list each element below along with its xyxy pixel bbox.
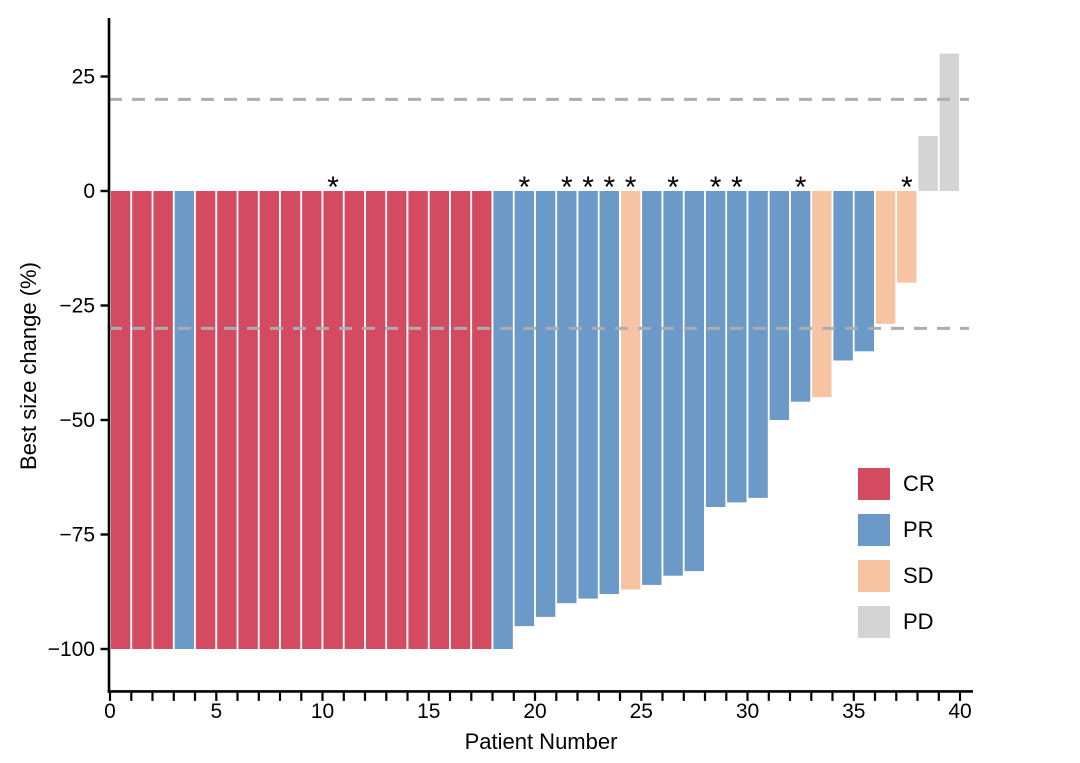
bar-patient-34 xyxy=(812,191,832,398)
bar-patient-9 xyxy=(280,191,301,649)
bar-patient-13 xyxy=(365,191,386,649)
bar-patient-21 xyxy=(535,191,556,617)
pr-color-swatch xyxy=(858,514,890,546)
y-tick-label-25: 25 xyxy=(72,66,95,89)
bar-patient-15 xyxy=(408,191,428,649)
bar-patient-3 xyxy=(153,191,173,649)
x-tick-label-15: 15 xyxy=(417,700,440,723)
legend-item-pd: PD xyxy=(858,606,935,638)
bar-patient-10 xyxy=(302,191,322,649)
bar-patient-37 xyxy=(875,191,896,324)
y-tick-label--25: −25 xyxy=(59,295,95,318)
asterisk-patient-20: * xyxy=(519,171,531,204)
bar-patient-11 xyxy=(323,191,343,649)
bar-patient-29 xyxy=(705,191,726,507)
y-tick-label--50: −50 xyxy=(59,409,95,432)
x-tick-label-25: 25 xyxy=(630,700,653,723)
asterisk-patient-11: * xyxy=(327,171,339,204)
bar-patient-39 xyxy=(918,136,938,191)
bar-patient-7 xyxy=(238,191,258,649)
bar-patient-8 xyxy=(259,191,279,649)
bar-patient-36 xyxy=(854,191,874,352)
bar-patient-35 xyxy=(833,191,853,361)
bar-patient-40 xyxy=(939,53,959,191)
asterisk-patient-24: * xyxy=(604,171,616,204)
bar-patient-23 xyxy=(578,191,598,599)
y-tick-label-0: 0 xyxy=(83,180,95,203)
x-tick-label-35: 35 xyxy=(842,700,865,723)
legend-label-pr: PR xyxy=(903,517,934,542)
bar-patient-1 xyxy=(110,191,131,649)
asterisk-patient-38: * xyxy=(901,171,913,204)
asterisk-patient-27: * xyxy=(667,171,679,204)
bar-patient-18 xyxy=(472,191,492,649)
bar-patient-33 xyxy=(790,191,811,402)
bar-patient-14 xyxy=(387,191,407,649)
bar-patient-5 xyxy=(195,191,216,649)
asterisk-patient-25: * xyxy=(625,171,637,204)
pd-color-swatch xyxy=(858,606,890,638)
x-tick-label-0: 0 xyxy=(104,700,116,723)
x-axis-title: Patient Number xyxy=(464,729,618,754)
asterisk-patient-33: * xyxy=(795,171,807,204)
bar-patient-19 xyxy=(493,191,513,649)
legend-item-pr: PR xyxy=(858,514,935,546)
x-tick-label-10: 10 xyxy=(311,700,334,723)
bar-patient-38 xyxy=(897,191,917,283)
bar-patient-32 xyxy=(769,191,789,420)
bar-patient-30 xyxy=(727,191,747,503)
bar-patient-16 xyxy=(429,191,449,649)
x-tick-label-20: 20 xyxy=(523,700,546,723)
asterisk-patient-29: * xyxy=(710,171,722,204)
cr-color-swatch xyxy=(858,468,890,500)
y-tick-label--100: −100 xyxy=(48,638,95,661)
bar-patient-20 xyxy=(514,191,534,627)
bar-patient-6 xyxy=(217,191,237,649)
bar-patient-12 xyxy=(344,191,364,649)
bar-patient-25 xyxy=(620,191,641,590)
bar-patient-27 xyxy=(663,191,683,576)
legend-label-sd: SD xyxy=(903,563,934,588)
legend-label-cr: CR xyxy=(903,471,935,496)
x-tick-label-30: 30 xyxy=(736,700,759,723)
bar-patient-4 xyxy=(174,191,195,649)
legend-item-sd: SD xyxy=(858,560,935,592)
legend-item-cr: CR xyxy=(858,468,935,500)
x-tick-label-5: 5 xyxy=(210,700,222,723)
y-tick-label--75: −75 xyxy=(59,524,95,547)
bar-patient-2 xyxy=(132,191,152,649)
asterisk-patient-22: * xyxy=(561,171,573,204)
bar-patient-17 xyxy=(450,191,471,649)
asterisk-patient-23: * xyxy=(582,171,594,204)
asterisk-patient-30: * xyxy=(731,171,743,204)
bar-patient-22 xyxy=(557,191,577,604)
legend-label-pd: PD xyxy=(903,609,934,634)
bar-patient-31 xyxy=(748,191,768,498)
y-axis-title: Best size change (%) xyxy=(16,262,41,470)
bar-patient-26 xyxy=(642,191,662,585)
bar-patient-24 xyxy=(599,191,619,594)
legend: CR PR SD PD xyxy=(858,468,935,652)
sd-color-swatch xyxy=(858,560,890,592)
x-tick-label-40: 40 xyxy=(948,700,971,723)
bar-patient-28 xyxy=(684,191,704,572)
